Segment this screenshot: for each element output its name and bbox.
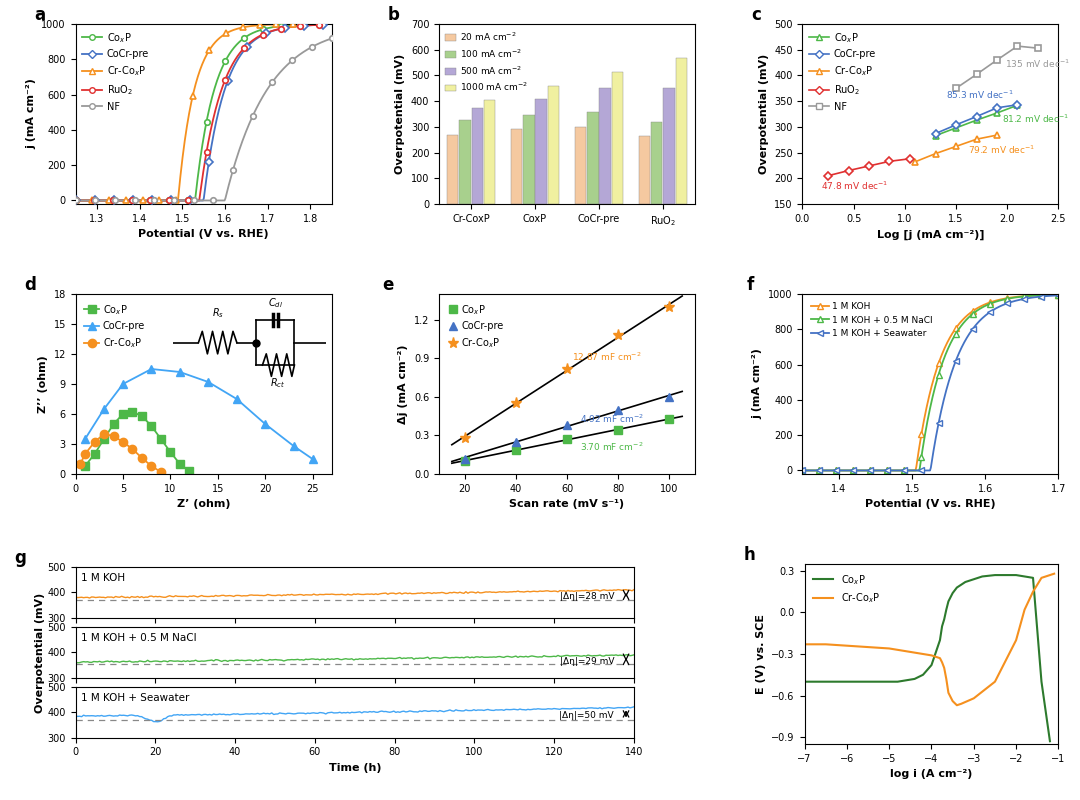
X-axis label: Time (h): Time (h) [328, 763, 381, 773]
Text: 1 M KOH: 1 M KOH [81, 574, 125, 583]
Bar [599, 88, 610, 204]
Bar [524, 114, 535, 204]
Text: 85.3 mV dec$^{-1}$: 85.3 mV dec$^{-1}$ [946, 89, 1013, 101]
Bar [576, 127, 586, 204]
Legend: 20 mA cm$^{-2}$, 100 mA cm$^{-2}$, 500 mA cm$^{-2}$, 1000 mA cm$^{-2}$: 20 mA cm$^{-2}$, 100 mA cm$^{-2}$, 500 m… [444, 29, 529, 95]
Y-axis label: Overpotential (mV): Overpotential (mV) [758, 54, 769, 174]
X-axis label: Log [j (mA cm⁻²)]: Log [j (mA cm⁻²)] [877, 230, 984, 239]
X-axis label: log i (A cm⁻²): log i (A cm⁻²) [890, 770, 973, 779]
Legend: Co$_x$P, CoCr-pre, Cr-Co$_x$P: Co$_x$P, CoCr-pre, Cr-Co$_x$P [444, 299, 508, 354]
Legend: Co$_x$P, Cr-Co$_x$P: Co$_x$P, Cr-Co$_x$P [809, 569, 883, 609]
Bar [651, 122, 662, 204]
Text: h: h [744, 546, 755, 565]
Text: |Δη|=50 mV: |Δη|=50 mV [559, 711, 615, 721]
Bar [588, 112, 598, 204]
Bar [472, 107, 483, 204]
Bar [459, 121, 471, 204]
Bar [639, 136, 650, 204]
Text: g: g [14, 549, 26, 567]
Text: c: c [752, 6, 761, 24]
Text: f: f [746, 276, 754, 294]
Y-axis label: Δj (mA cm⁻²): Δj (mA cm⁻²) [399, 344, 408, 424]
Bar [663, 88, 675, 204]
Text: 1 M KOH + 0.5 M NaCl: 1 M KOH + 0.5 M NaCl [81, 634, 197, 643]
Text: b: b [388, 6, 400, 24]
Text: |Δη|=28 mV: |Δη|=28 mV [559, 593, 615, 602]
X-axis label: Potential (V vs. RHE): Potential (V vs. RHE) [138, 230, 269, 239]
Y-axis label: Z’’ (ohm): Z’’ (ohm) [38, 355, 48, 413]
Y-axis label: Overpotential (mV): Overpotential (mV) [395, 54, 405, 174]
Bar [511, 129, 523, 204]
Text: a: a [35, 6, 45, 24]
Text: 4.92 mF cm$^{-2}$: 4.92 mF cm$^{-2}$ [580, 412, 644, 425]
Text: 81.2 mV dec$^{-1}$: 81.2 mV dec$^{-1}$ [1002, 112, 1069, 125]
Legend: Co$_x$P, CoCr-pre, Cr-Co$_x$P: Co$_x$P, CoCr-pre, Cr-Co$_x$P [81, 299, 149, 354]
Text: e: e [382, 276, 394, 294]
Y-axis label: Overpotential (mV): Overpotential (mV) [35, 592, 44, 713]
Bar [484, 100, 495, 204]
Text: 12.87 mF cm$^{-2}$: 12.87 mF cm$^{-2}$ [572, 350, 642, 363]
X-axis label: Scan rate (mV s⁻¹): Scan rate (mV s⁻¹) [510, 499, 624, 510]
Text: d: d [25, 276, 37, 294]
Legend: Co$_x$P, CoCr-pre, Cr-Co$_x$P, RuO$_2$, NF: Co$_x$P, CoCr-pre, Cr-Co$_x$P, RuO$_2$, … [81, 29, 151, 114]
Bar [447, 135, 458, 204]
Y-axis label: j (mA cm⁻²): j (mA cm⁻²) [26, 78, 36, 150]
Y-axis label: E (V) vs. SCE: E (V) vs. SCE [756, 614, 766, 694]
Legend: 1 M KOH, 1 M KOH + 0.5 M NaCl, 1 M KOH + Seawater: 1 M KOH, 1 M KOH + 0.5 M NaCl, 1 M KOH +… [807, 298, 936, 342]
Text: 3.70 mF cm$^{-2}$: 3.70 mF cm$^{-2}$ [580, 441, 644, 453]
Bar [548, 86, 558, 204]
Bar [676, 58, 687, 204]
Bar [611, 72, 623, 204]
Y-axis label: j (mA cm⁻²): j (mA cm⁻²) [753, 349, 762, 419]
Text: |Δη|=29 mV: |Δη|=29 mV [559, 657, 615, 666]
Text: 79.2 mV dec$^{-1}$: 79.2 mV dec$^{-1}$ [969, 143, 1036, 155]
Bar [536, 99, 546, 204]
Text: 135 mV dec$^{-1}$: 135 mV dec$^{-1}$ [1005, 58, 1070, 70]
X-axis label: Potential (V vs. RHE): Potential (V vs. RHE) [865, 499, 996, 510]
Text: 1 M KOH + Seawater: 1 M KOH + Seawater [81, 694, 190, 703]
Legend: Co$_x$P, CoCr-pre, Cr-Co$_x$P, RuO$_2$, NF: Co$_x$P, CoCr-pre, Cr-Co$_x$P, RuO$_2$, … [808, 29, 878, 114]
Text: 47.8 mV dec$^{-1}$: 47.8 mV dec$^{-1}$ [821, 179, 889, 192]
X-axis label: Z’ (ohm): Z’ (ohm) [177, 499, 230, 510]
